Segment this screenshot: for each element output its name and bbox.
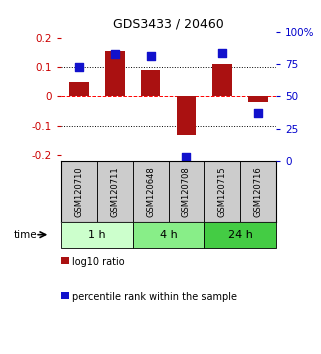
Text: GSM120716: GSM120716 (254, 166, 263, 217)
Text: percentile rank within the sample: percentile rank within the sample (72, 292, 237, 302)
Bar (133, 161, 169, 222)
Bar (61, 222, 133, 248)
Text: GSM120715: GSM120715 (218, 166, 227, 217)
Bar (169, 161, 204, 222)
Point (148, 53, 153, 59)
Text: 24 h: 24 h (228, 230, 253, 240)
Bar (97, 161, 133, 222)
Point (76, 64, 82, 70)
Bar (133, 222, 204, 248)
Bar (105, 51, 125, 96)
Bar (248, 96, 268, 102)
Point (256, 110, 261, 116)
Text: GSM120708: GSM120708 (182, 166, 191, 217)
Bar (61, 161, 97, 222)
Point (220, 50, 225, 55)
Bar (141, 70, 160, 96)
Bar (204, 161, 240, 222)
Text: GSM120648: GSM120648 (146, 166, 155, 217)
Text: time: time (14, 230, 37, 240)
Point (112, 51, 117, 57)
Bar (204, 222, 276, 248)
Bar (240, 161, 276, 222)
Text: 1 h: 1 h (88, 230, 106, 240)
Text: log10 ratio: log10 ratio (72, 257, 125, 267)
Text: 4 h: 4 h (160, 230, 178, 240)
Bar (69, 82, 89, 96)
Title: GDS3433 / 20460: GDS3433 / 20460 (113, 18, 224, 31)
Text: GSM120710: GSM120710 (74, 166, 83, 217)
Bar (177, 96, 196, 135)
Point (184, 154, 189, 160)
Text: GSM120711: GSM120711 (110, 166, 119, 217)
Bar (213, 64, 232, 96)
